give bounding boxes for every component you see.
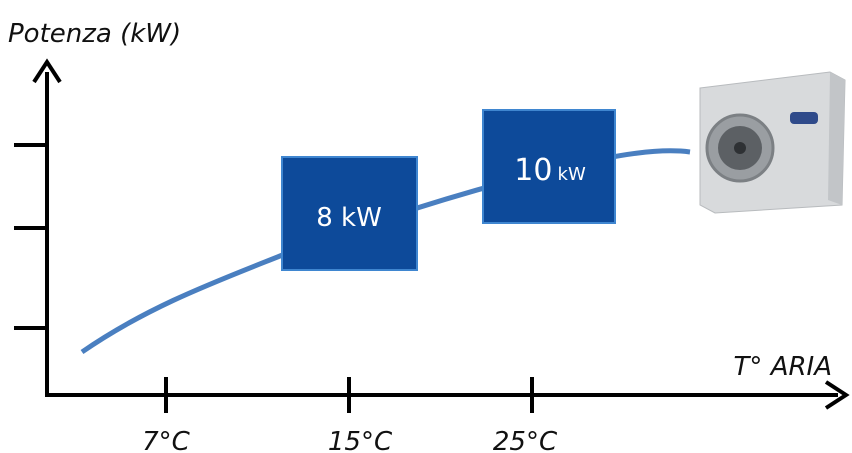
box-number: 10 xyxy=(514,153,552,188)
box-unit: kW xyxy=(558,164,586,185)
heat-pump-icon xyxy=(700,72,845,213)
box-label: 8 kW xyxy=(316,203,382,233)
box-number: 8 xyxy=(316,203,333,233)
y-axis-label: Potenza (kW) xyxy=(8,19,181,49)
x-tick-label: 7°C xyxy=(142,427,191,453)
x-tick-label: 25°C xyxy=(493,427,558,453)
x-tick-label: 15°C xyxy=(328,427,393,453)
x-axis-label: T° ARIA xyxy=(734,352,832,382)
box-unit: kW xyxy=(341,203,382,233)
diagram: Potenza (kW) T° ARIA 7°C 15°C 25°C 8 kW … xyxy=(0,0,852,453)
